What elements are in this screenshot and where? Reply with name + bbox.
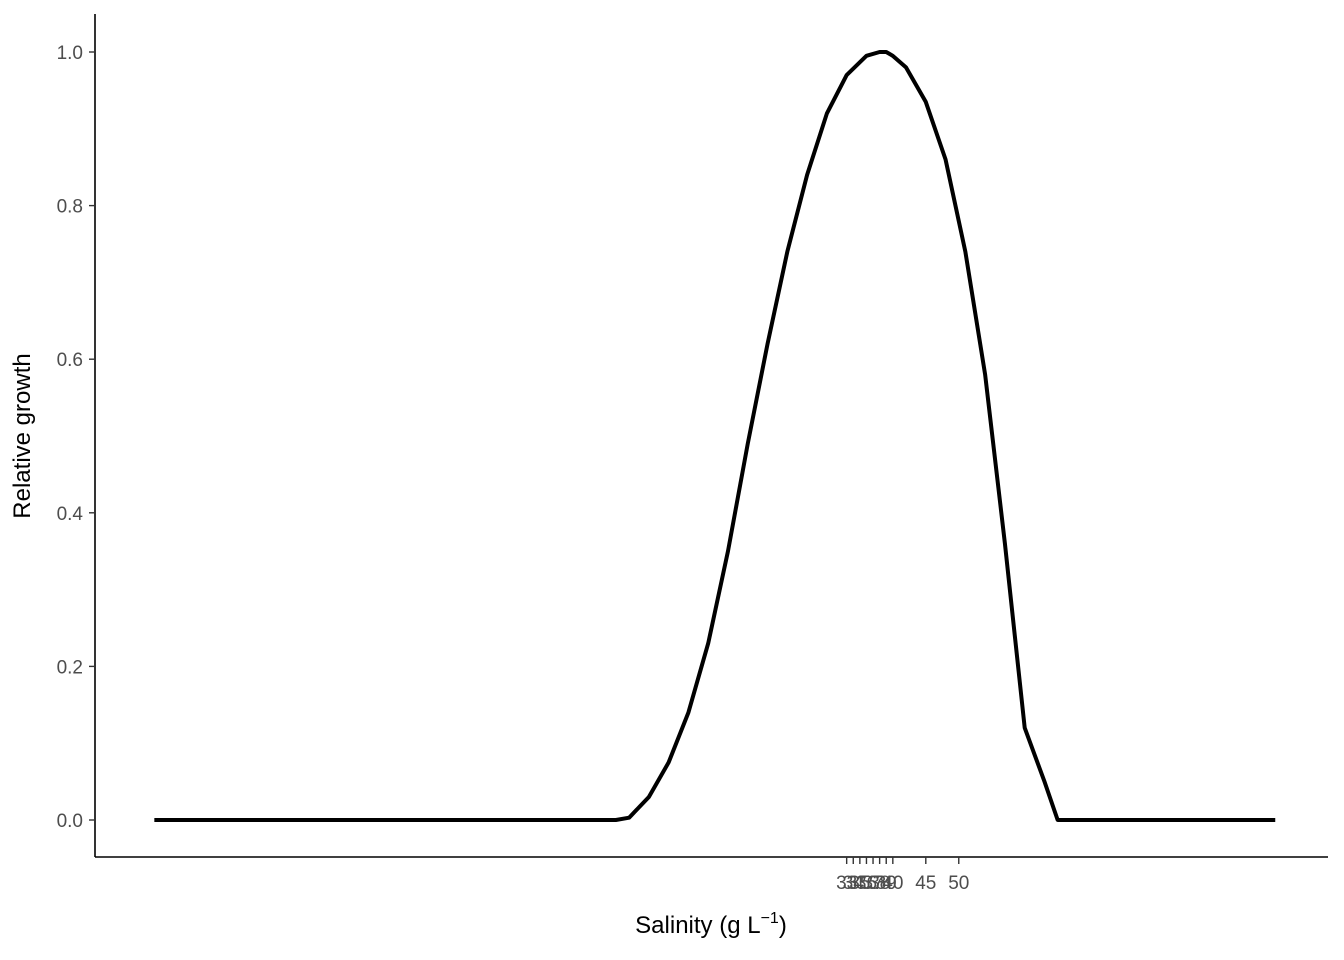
y-tick-label: 0.6 [57, 350, 83, 371]
x-tick-label: 40 [882, 873, 903, 894]
x-axis-title-close: ) [779, 912, 787, 939]
x-tick-label: 36 [856, 873, 877, 894]
y-axis: 0.0 0.2 0.4 0.6 0.8 1.0 [57, 14, 96, 857]
y-axis-title: Relative growth [9, 353, 36, 518]
y-tick-label: 0.4 [57, 504, 84, 525]
x-tick-label: 35 [849, 873, 870, 894]
y-tick-label: 0.2 [57, 657, 83, 678]
x-tick-label: 45 [915, 873, 936, 894]
y-tick-label: 0.0 [57, 811, 83, 832]
series-layer [154, 50, 1276, 822]
x-tick-label: 37 [862, 873, 883, 894]
x-tick-label: 34 [843, 873, 865, 894]
x-tick-label: 38 [869, 873, 890, 894]
x-tick-label: 50 [948, 873, 969, 894]
y-tick-label: 1.0 [57, 43, 83, 64]
x-tick-label: 33 [836, 873, 857, 894]
x-axis-title: Salinity (g L−1) [635, 910, 787, 939]
y-tick-label: 0.8 [57, 197, 83, 218]
x-axis-title-main: Salinity (g L [635, 912, 760, 939]
growth-curve-line [154, 50, 1276, 822]
x-tick-label: 39 [876, 873, 897, 894]
x-axis-title-superscript: −1 [761, 910, 779, 927]
